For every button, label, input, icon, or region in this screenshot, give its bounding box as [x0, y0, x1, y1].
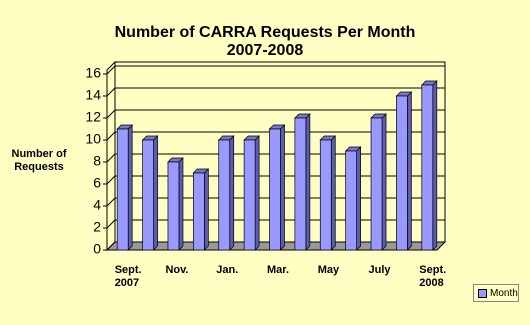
y-tick-label: 12: [85, 109, 101, 125]
x-tick-label: Jan.: [216, 264, 239, 276]
y-tick-label: 6: [93, 175, 101, 191]
grid-line: [106, 175, 116, 185]
grid-line: [106, 131, 116, 141]
bar-side: [280, 124, 285, 251]
legend-label: Month: [490, 287, 518, 299]
grid-line: [106, 65, 116, 75]
grid-line: [106, 197, 116, 207]
bar: [116, 128, 129, 251]
bar-side: [305, 113, 311, 251]
y-tick-label: 10: [85, 131, 101, 147]
bar: [319, 139, 332, 251]
bar-side: [254, 135, 260, 251]
bar-side: [127, 124, 133, 251]
bar: [370, 117, 383, 251]
bar: [345, 150, 358, 251]
bar-side: [153, 135, 158, 251]
bar-side: [203, 168, 209, 251]
y-tick-label: 16: [85, 65, 101, 81]
bar: [421, 84, 434, 251]
bar-side: [381, 113, 387, 251]
bar-side: [330, 135, 336, 251]
grid-line: [106, 219, 116, 229]
y-tick-label: 4: [93, 197, 101, 213]
y-tick-label: 0: [93, 241, 101, 257]
legend-swatch: [478, 288, 487, 298]
x-tick-label: July: [368, 264, 391, 276]
bar: [167, 161, 180, 251]
legend: Month: [473, 284, 519, 302]
x-tick-label: Sept. 2007: [114, 264, 142, 289]
x-tick-label: Mar.: [267, 264, 290, 276]
x-tick-label: May: [317, 264, 340, 276]
y-axis-label: Number of Requests: [11, 148, 67, 173]
bar-side: [229, 135, 235, 251]
bar: [269, 128, 281, 251]
bar: [243, 139, 256, 251]
grid-line: [106, 153, 116, 163]
y-tick-label: 2: [93, 219, 101, 235]
bar-side: [356, 146, 362, 251]
grid-line: [106, 87, 116, 97]
bar: [294, 117, 307, 251]
bar-side: [432, 80, 438, 251]
y-tick-label: 14: [85, 87, 101, 103]
bar: [218, 139, 231, 251]
x-tick-label: Nov.: [165, 264, 189, 276]
bar: [192, 172, 205, 251]
chart-title: Number of CARRA Requests Per Month 2007-…: [114, 24, 416, 60]
bar-side: [178, 157, 184, 251]
x-tick-label: Sept. 2008: [419, 264, 447, 289]
grid-line: [106, 109, 116, 119]
bar: [142, 139, 154, 251]
bar: [396, 95, 408, 251]
bar-side: [407, 91, 412, 251]
y-tick-label: 8: [93, 153, 101, 169]
